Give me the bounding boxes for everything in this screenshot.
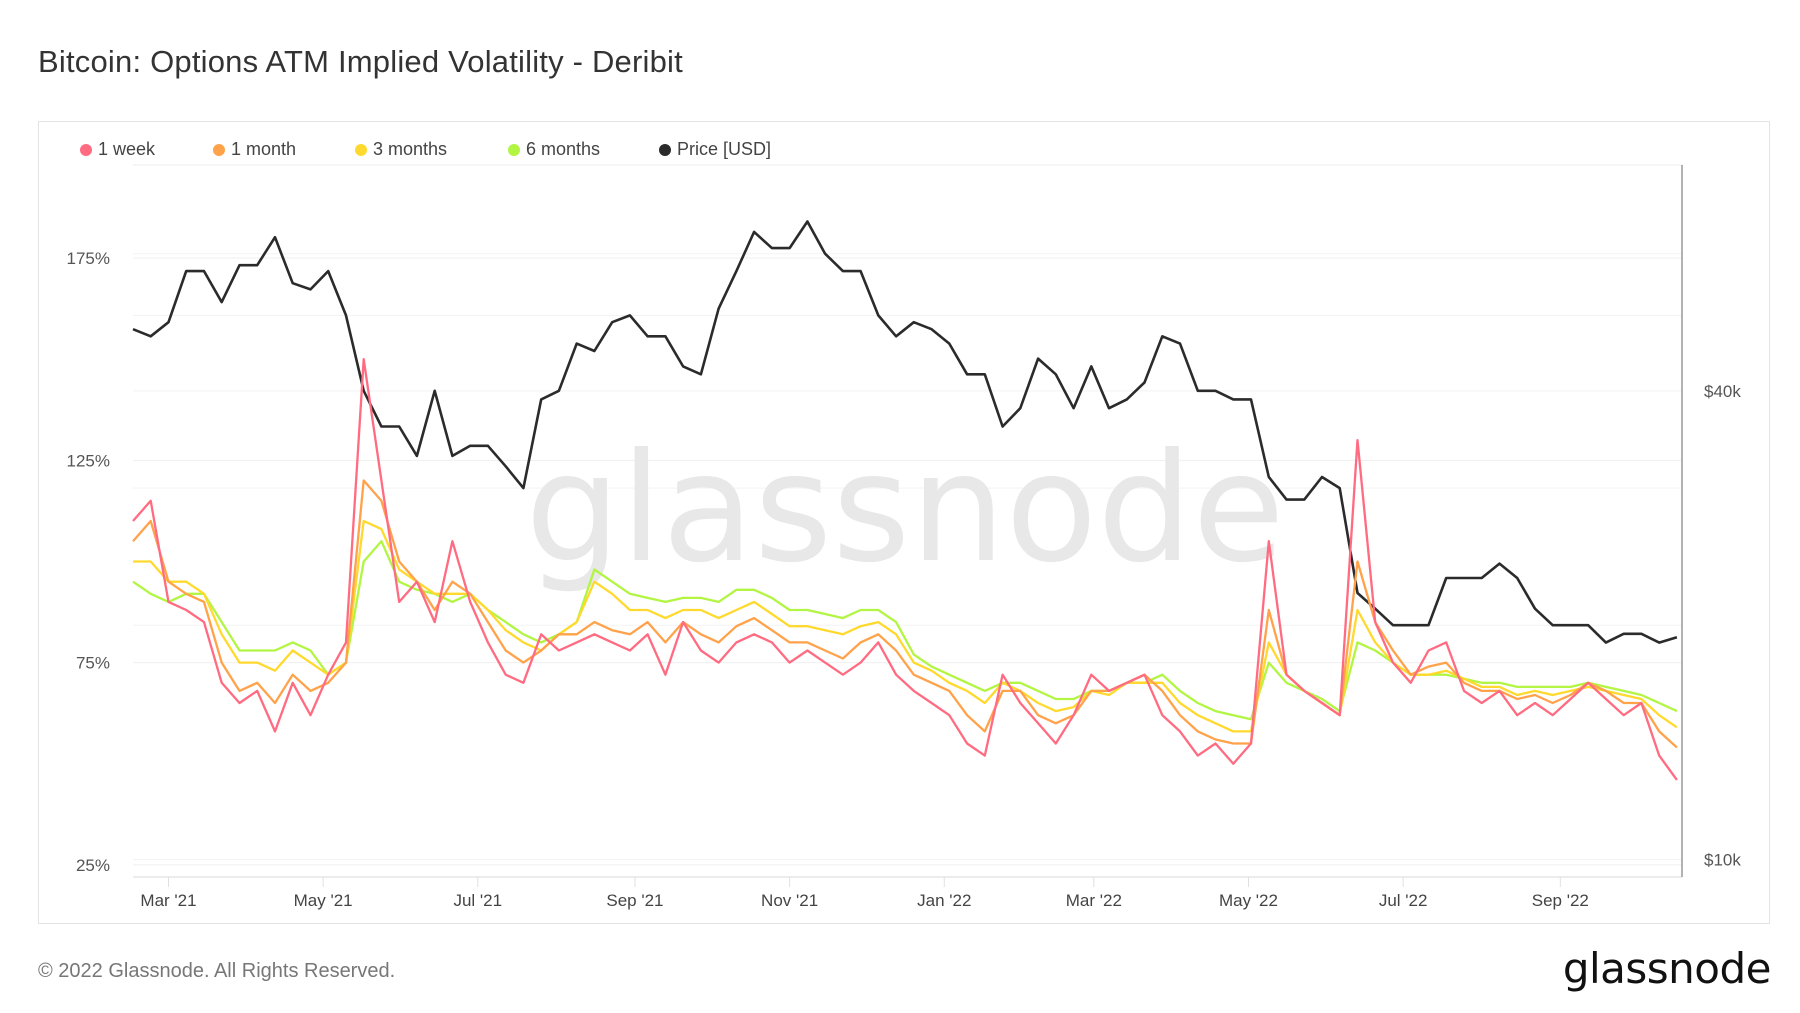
x-tick-label: Jul '22: [1379, 891, 1428, 910]
legend-label: 1 month: [231, 139, 297, 159]
x-tick-label: Sep '22: [1532, 891, 1589, 910]
x-tick-label: Mar '22: [1066, 891, 1122, 910]
legend-dot-icon: [355, 144, 367, 156]
legend-label: 6 months: [526, 139, 601, 159]
y-left-tick-label: 175%: [67, 249, 110, 268]
legend-dot-icon: [80, 144, 92, 156]
series-lines: [132, 220, 1678, 781]
x-tick-label: Jul '21: [453, 891, 502, 910]
legend-item-6-months[interactable]: 6 months: [508, 139, 600, 160]
legend-item-3-months[interactable]: 3 months: [355, 139, 447, 160]
x-tick-label: Mar '21: [140, 891, 196, 910]
series-line: [132, 220, 1678, 644]
series-3-months: [132, 519, 1678, 733]
copyright: © 2022 Glassnode. All Rights Reserved.: [38, 960, 396, 982]
legend-dot-icon: [508, 144, 520, 156]
series-line: [132, 358, 1678, 781]
legend-label: Price [USD]: [677, 139, 772, 159]
series-line: [133, 519, 1678, 733]
x-tick-label: Sep '21: [606, 891, 663, 910]
y-right-tick-label: $40k: [1704, 382, 1741, 401]
series-1-week: [132, 358, 1678, 781]
y-right-tick-label: $10k: [1704, 851, 1741, 870]
legend-item-price[interactable]: Price [USD]: [659, 139, 771, 160]
legend-item-1-week[interactable]: 1 week: [80, 139, 155, 160]
legend-item-1-month[interactable]: 1 month: [213, 139, 296, 160]
y-left-tick-label: 125%: [67, 451, 110, 470]
series-line: [132, 479, 1678, 749]
legend-label: 1 week: [98, 139, 156, 159]
legend-dot-icon: [213, 144, 225, 156]
x-tick-label: May '21: [294, 891, 353, 910]
chart-container: [38, 121, 1770, 924]
y-left-tick-label: 75%: [76, 654, 110, 673]
watermark: glassnode: [525, 422, 1284, 596]
x-tick-label: May '22: [1219, 891, 1278, 910]
axes: 25% 75% 125% 175% $10k $40k Mar '21 May '21 Jul …: [67, 165, 1741, 910]
legend-label: 3 months: [373, 139, 448, 159]
glassnode-logo[interactable]: glassnode: [1562, 944, 1772, 993]
series-price-usd-: [132, 220, 1678, 644]
x-tick-label: Jan '22: [917, 891, 971, 910]
chart-title: Bitcoin: Options ATM Implied Volatility …: [38, 44, 683, 79]
legend-dot-icon: [659, 144, 671, 156]
gridlines: [133, 164, 1682, 866]
x-tick-label: Nov '21: [761, 891, 818, 910]
y-left-tick-label: 25%: [76, 856, 110, 875]
